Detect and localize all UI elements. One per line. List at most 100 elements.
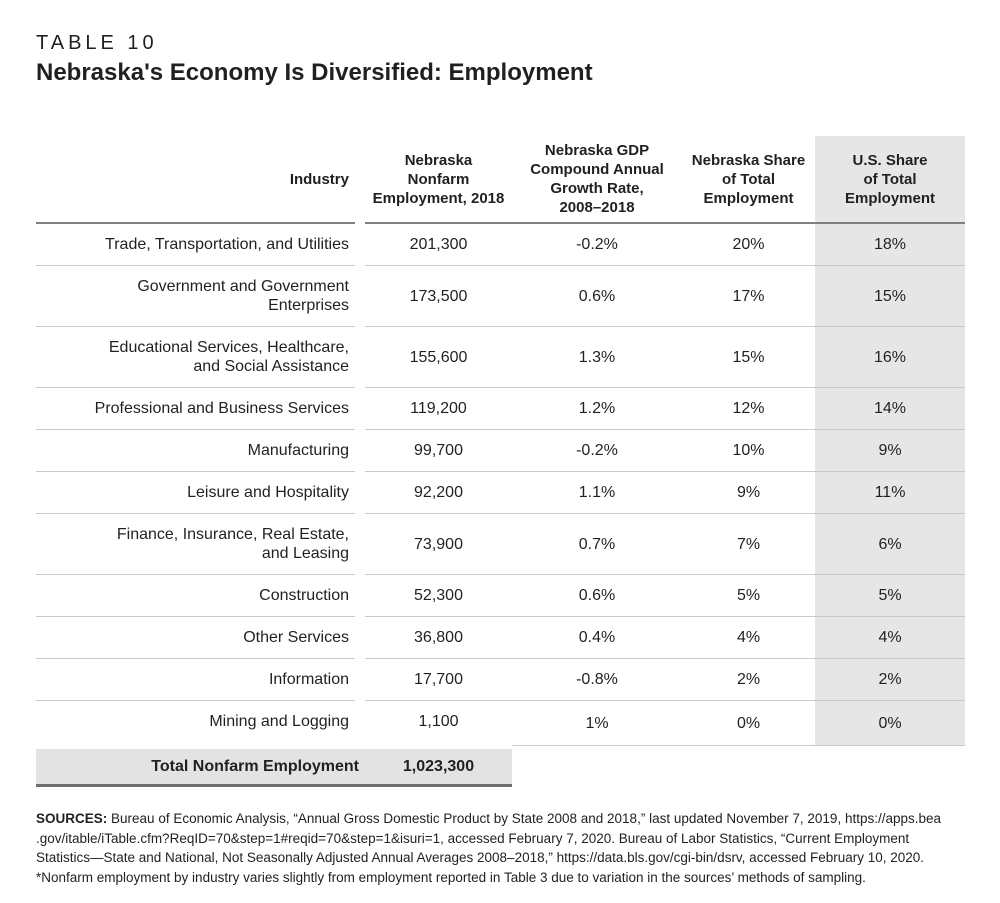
cell-industry: Leisure and Hospitality xyxy=(36,471,355,514)
table-row: Finance, Insurance, Real Estate, and Lea… xyxy=(36,513,965,575)
cell-nebraska-share: 2% xyxy=(682,658,815,701)
table-row: Construction 52,300 0.6% 5% 5% xyxy=(36,574,965,617)
cell-us-share: 9% xyxy=(815,429,965,472)
cell-industry: Educational Services, Healthcare, and So… xyxy=(36,326,355,388)
cell-nebraska-share: 17% xyxy=(682,265,815,327)
cell-nebraska-nonfarm-employment: 73,900 xyxy=(365,513,512,575)
cell-gdp-growth-rate: 0.7% xyxy=(512,513,682,575)
column-gap xyxy=(355,700,365,746)
table-row: Leisure and Hospitality 92,200 1.1% 9% 11% xyxy=(36,471,965,514)
cell-industry: Information xyxy=(36,658,355,701)
column-header-us-share: U.S. Share of Total Employment xyxy=(815,136,965,224)
cell-gdp-growth-rate: 1.2% xyxy=(512,387,682,430)
column-header-nebraska-gdp-growth-rate: Nebraska GDP Compound Annual Growth Rate… xyxy=(512,136,682,224)
cell-industry: Finance, Insurance, Real Estate, and Lea… xyxy=(36,513,355,575)
total-row: Total Nonfarm Employment 1,023,300 xyxy=(36,742,965,787)
sources-line-3: Statistics—State and National, Not Seaso… xyxy=(36,850,925,865)
cell-nebraska-share: 15% xyxy=(682,326,815,388)
cell-nebraska-share: 0% xyxy=(682,700,815,746)
cell-nebraska-nonfarm-employment: 201,300 xyxy=(365,223,512,266)
table-row: Educational Services, Healthcare, and So… xyxy=(36,326,965,388)
column-gap xyxy=(355,429,365,472)
table-row: Mining and Logging 1,100 1% 0% 0% xyxy=(36,700,965,746)
cell-us-share: 16% xyxy=(815,326,965,388)
cell-us-share: 4% xyxy=(815,616,965,659)
table-row: Government and Government Enterprises 173… xyxy=(36,265,965,327)
cell-nebraska-share: 9% xyxy=(682,471,815,514)
cell-industry: Trade, Transportation, and Utilities xyxy=(36,223,355,266)
cell-gdp-growth-rate: 0.6% xyxy=(512,574,682,617)
cell-industry: Construction xyxy=(36,574,355,617)
cell-gdp-growth-rate: 0.4% xyxy=(512,616,682,659)
table-row: Other Services 36,800 0.4% 4% 4% xyxy=(36,616,965,659)
column-gap xyxy=(355,513,365,575)
column-gap xyxy=(355,136,365,223)
cell-us-share: 5% xyxy=(815,574,965,617)
cell-gdp-growth-rate: -0.8% xyxy=(512,658,682,701)
cell-industry: Manufacturing xyxy=(36,429,355,472)
cell-us-share: 2% xyxy=(815,658,965,701)
header-row: Industry Nebraska Nonfarm Employment, 20… xyxy=(36,136,965,224)
sources-line-1: SOURCES: Bureau of Economic Analysis, “A… xyxy=(36,809,965,829)
cell-gdp-growth-rate: 1% xyxy=(512,700,682,746)
column-header-nebraska-nonfarm-employment: Nebraska Nonfarm Employment, 2018 xyxy=(365,136,512,224)
cell-nebraska-share: 4% xyxy=(682,616,815,659)
table-kicker: TABLE 10 xyxy=(36,32,158,54)
cell-us-share: 11% xyxy=(815,471,965,514)
cell-nebraska-nonfarm-employment: 99,700 xyxy=(365,429,512,472)
total-label: Total Nonfarm Employment xyxy=(36,742,365,787)
cell-nebraska-nonfarm-employment: 36,800 xyxy=(365,616,512,659)
column-header-nebraska-share: Nebraska Share of Total Employment xyxy=(682,136,815,224)
cell-industry: Mining and Logging xyxy=(36,700,355,746)
cell-us-share: 14% xyxy=(815,387,965,430)
column-gap xyxy=(355,471,365,514)
cell-us-share: 0% xyxy=(815,700,965,746)
column-gap xyxy=(355,387,365,430)
column-gap xyxy=(355,658,365,701)
cell-gdp-growth-rate: -0.2% xyxy=(512,223,682,266)
column-gap xyxy=(355,223,365,266)
cell-nebraska-nonfarm-employment: 119,200 xyxy=(365,387,512,430)
cell-us-share: 6% xyxy=(815,513,965,575)
table-row: Trade, Transportation, and Utilities 201,… xyxy=(36,223,965,266)
page-title: Nebraska's Economy Is Diversified: Emplo… xyxy=(36,59,593,86)
cell-nebraska-share: 12% xyxy=(682,387,815,430)
cell-industry: Professional and Business Services xyxy=(36,387,355,430)
cell-industry: Other Services xyxy=(36,616,355,659)
column-gap xyxy=(355,265,365,327)
column-gap xyxy=(355,326,365,388)
footnote-line: *Nonfarm employment by industry varies s… xyxy=(36,869,866,885)
sources-note: SOURCES: Bureau of Economic Analysis, “A… xyxy=(36,809,965,887)
cell-nebraska-share: 20% xyxy=(682,223,815,266)
table-row: Information 17,700 -0.8% 2% 2% xyxy=(36,658,965,701)
cell-nebraska-nonfarm-employment: 92,200 xyxy=(365,471,512,514)
sources-line-2: .gov/itable/iTable.cfm?ReqID=70&step=1#r… xyxy=(36,830,910,846)
cell-gdp-growth-rate: -0.2% xyxy=(512,429,682,472)
cell-nebraska-share: 5% xyxy=(682,574,815,617)
cell-industry: Government and Government Enterprises xyxy=(36,265,355,327)
table-row: Manufacturing 99,700 -0.2% 10% 9% xyxy=(36,429,965,472)
cell-nebraska-nonfarm-employment: 52,300 xyxy=(365,574,512,617)
column-header-industry: Industry xyxy=(36,136,355,224)
cell-nebraska-share: 7% xyxy=(682,513,815,575)
table-body: Trade, Transportation, and Utilities 201,… xyxy=(36,223,965,746)
table-row: Professional and Business Services 119,20… xyxy=(36,387,965,430)
cell-nebraska-nonfarm-employment: 155,600 xyxy=(365,326,512,388)
cell-nebraska-nonfarm-employment: 1,100 xyxy=(365,700,512,746)
sources-label: SOURCES: xyxy=(36,811,108,826)
total-empty-area xyxy=(512,745,965,786)
cell-us-share: 15% xyxy=(815,265,965,327)
cell-nebraska-share: 10% xyxy=(682,429,815,472)
sources-line-1-text: Bureau of Economic Analysis, “Annual Gro… xyxy=(111,811,942,826)
cell-gdp-growth-rate: 0.6% xyxy=(512,265,682,327)
cell-gdp-growth-rate: 1.3% xyxy=(512,326,682,388)
column-gap xyxy=(355,616,365,659)
cell-gdp-growth-rate: 1.1% xyxy=(512,471,682,514)
cell-us-share: 18% xyxy=(815,223,965,266)
total-value: 1,023,300 xyxy=(365,742,512,787)
cell-nebraska-nonfarm-employment: 173,500 xyxy=(365,265,512,327)
column-gap xyxy=(355,574,365,617)
employment-table: Industry Nebraska Nonfarm Employment, 20… xyxy=(36,136,965,787)
cell-nebraska-nonfarm-employment: 17,700 xyxy=(365,658,512,701)
